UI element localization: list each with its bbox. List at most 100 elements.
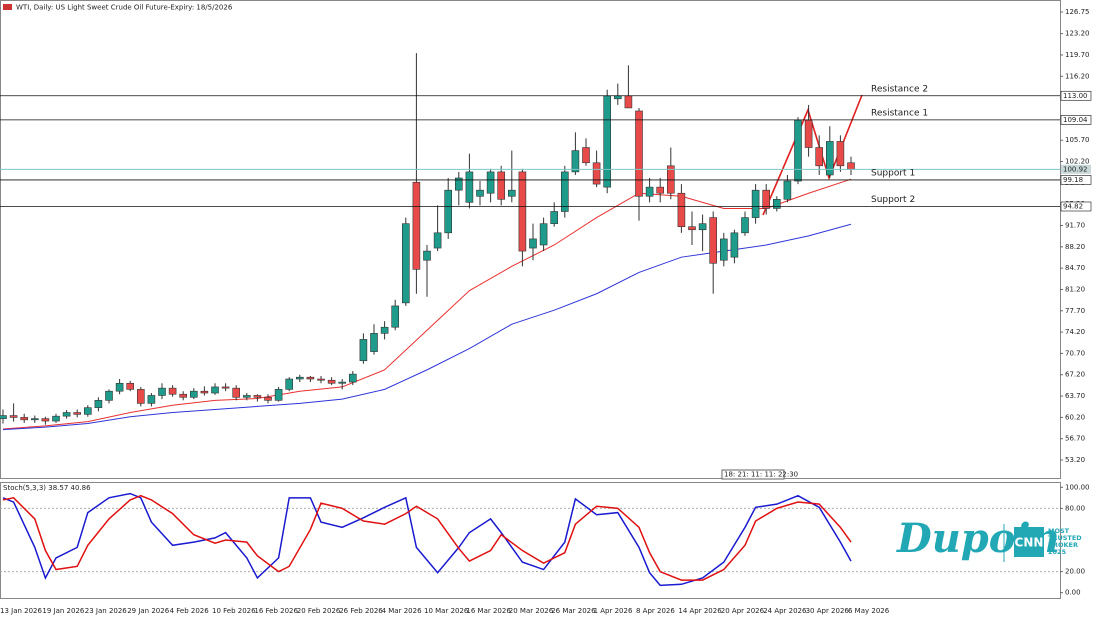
candle-body [476, 189, 484, 197]
candle-body [539, 223, 548, 246]
candle-body [327, 379, 336, 384]
logo-line: TRUSTED [1048, 534, 1082, 542]
logo-line: BROKER [1048, 541, 1078, 549]
y-tick-label: 53.20 [1065, 456, 1085, 464]
level-tag-label: 99.18 [1063, 176, 1083, 184]
candle-body [147, 395, 156, 404]
y-tick-label: 60.20 [1065, 413, 1085, 421]
candle-body [0, 415, 7, 419]
candle-body [772, 199, 781, 209]
candle-body [285, 378, 294, 390]
candle-body [497, 171, 506, 200]
candle-body [847, 162, 855, 170]
y-tick-label: 74.20 [1065, 328, 1085, 336]
candle-body [380, 326, 389, 334]
candle-body [137, 389, 145, 404]
y-tick-label: 102.20 [1065, 158, 1090, 166]
y-tick-label: 91.70 [1065, 222, 1085, 230]
candle-body [529, 238, 537, 249]
candle-body [454, 177, 463, 191]
y-tick-label: 88.20 [1065, 243, 1085, 251]
price-tag [1061, 164, 1091, 174]
y-tick-label: 0.00 [1065, 589, 1081, 597]
candle-body [9, 415, 18, 418]
moving-average [2, 178, 852, 430]
level-tag-label: 113.00 [1063, 92, 1088, 100]
x-tick-label: 29 Jan 2026 [127, 607, 170, 615]
candle-body [645, 186, 654, 197]
candle-body [306, 376, 315, 380]
candle-body [518, 171, 527, 252]
x-tick-label: 4 Mar 2026 [382, 607, 422, 615]
candle-body [709, 217, 718, 264]
x-tick-label: 26 Feb 2026 [339, 607, 383, 615]
candle-body [338, 381, 347, 384]
candle-body [815, 147, 824, 167]
candle-body [253, 395, 262, 398]
candle-body [804, 119, 813, 148]
candle-body [200, 390, 209, 394]
level-tag [1060, 115, 1092, 125]
x-tick-label: 8 Apr 2026 [636, 607, 675, 615]
candle-body [401, 223, 410, 304]
candle-body [359, 339, 368, 362]
candle-body [783, 180, 792, 200]
candle-body [730, 232, 739, 258]
candle-body [84, 407, 92, 415]
stoch-line [2, 492, 852, 587]
candle-body [423, 250, 431, 261]
candle-body [603, 95, 612, 188]
y-tick-label: 56.70 [1065, 435, 1085, 443]
level-label: Support 2 [871, 195, 915, 205]
level-tag [1060, 201, 1092, 212]
x-tick-label: 14 Apr 2026 [678, 607, 722, 615]
candle-body [158, 387, 166, 396]
level-tag [1060, 90, 1092, 101]
x-tick-label: 4 Feb 2026 [170, 607, 210, 615]
x-tick-label: 20 Feb 2026 [297, 607, 341, 615]
candle-body [274, 389, 283, 401]
candle-body [666, 165, 675, 194]
y-tick-label: 20.00 [1065, 568, 1085, 576]
candle-body [624, 95, 633, 109]
candle-body [677, 192, 686, 228]
time-box [721, 469, 785, 480]
symbol-icon [3, 4, 12, 10]
candle-body [264, 396, 272, 401]
header: WTI, Daily: US Light Sweet Crude Oil Fut… [16, 4, 233, 12]
level-tag [1060, 175, 1092, 185]
y-tick-label: 80.00 [1065, 504, 1085, 512]
x-tick-label: 24 Apr 2026 [763, 607, 807, 615]
y-tick-label: 100.00 [1065, 483, 1090, 491]
level-label: Support 1 [871, 168, 915, 178]
stoch-line [2, 494, 852, 581]
y-tick-label: 77.70 [1065, 307, 1085, 315]
y-tick-label: 67.20 [1065, 371, 1085, 379]
candle-body [444, 189, 453, 234]
price-frame [0, 0, 1061, 479]
x-tick-label: 20 Mar 2026 [509, 607, 554, 615]
time-marker: 18: 21: 11: 11: 22:30 [724, 471, 798, 479]
candle-body [613, 95, 622, 100]
x-tick-label: 19 Jan 2026 [42, 607, 85, 615]
candle-body [794, 119, 802, 182]
candle-body [317, 378, 325, 381]
candle-body [698, 223, 707, 231]
y-tick-label: 116.20 [1065, 72, 1090, 80]
y-tick-label: 119.70 [1065, 51, 1090, 59]
logo-line: MOST [1048, 527, 1070, 535]
candle-body [433, 232, 442, 249]
y-tick-label: 123.20 [1065, 30, 1090, 38]
candle-body [635, 110, 643, 197]
price-tag-label: 100.92 [1063, 165, 1088, 173]
candle-body [115, 382, 124, 392]
candle-body [571, 150, 580, 173]
y-tick-label: 63.70 [1065, 392, 1085, 400]
candle-body [211, 386, 219, 394]
candle-body [243, 395, 251, 398]
y-tick-label: 84.70 [1065, 264, 1085, 272]
candle-body [688, 226, 696, 231]
candle-body [560, 171, 569, 212]
x-tick-label: 6 May 2026 [848, 607, 890, 615]
y-tick-label: 105.70 [1065, 136, 1090, 144]
